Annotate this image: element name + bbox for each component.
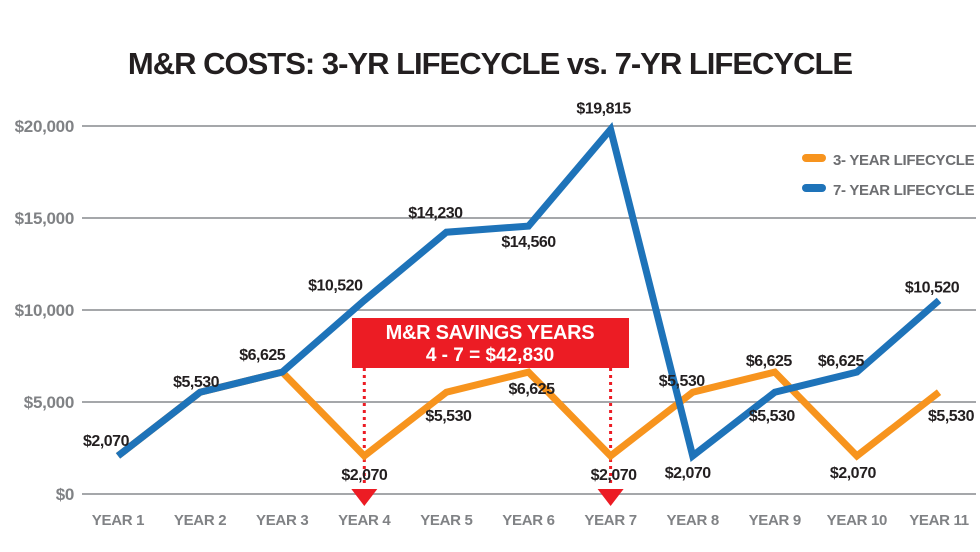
- savings-box: [352, 318, 629, 368]
- data-point-label: $10,520: [308, 277, 363, 294]
- data-point-labels: $2,070 $5,530 $6,625 $2,070 $5,530 $6,625 $2,0…: [83, 100, 975, 484]
- y-tick-label: $5,000: [24, 393, 74, 412]
- series-lines: [115, 121, 942, 462]
- data-point-label: $5,530: [425, 408, 472, 425]
- legend: 3- YEAR LIFECYCLE 7- YEAR LIFECYCLE: [802, 152, 975, 199]
- data-point-label: $14,560: [501, 234, 556, 251]
- chart-title: M&R COSTS: 3-YR LIFECYCLE vs. 7-YR LIFEC…: [128, 46, 853, 81]
- y-tick-label: $15,000: [15, 209, 74, 228]
- x-tick-label: YEAR 5: [420, 512, 472, 529]
- down-arrow-icon: [351, 489, 378, 506]
- savings-annotation-line1: M&R SAVINGS YEARS: [386, 322, 595, 344]
- data-point-label: $2,070: [83, 433, 130, 450]
- data-point-label: $5,530: [659, 373, 706, 390]
- data-point-label: $5,530: [173, 374, 220, 391]
- data-point-label: $2,070: [591, 467, 638, 484]
- data-point-label: $5,530: [749, 408, 796, 425]
- y-axis-labels: $0 $5,000 $10,000 $15,000 $20,000: [15, 117, 75, 504]
- legend-label-7yr: 7- YEAR LIFECYCLE: [833, 182, 975, 199]
- legend-label-3yr: 3- YEAR LIFECYCLE: [833, 152, 975, 169]
- data-point-label: $14,230: [408, 205, 463, 222]
- x-tick-label: YEAR 2: [174, 512, 226, 529]
- data-point-label: $2,070: [341, 467, 388, 484]
- x-tick-label: YEAR 3: [256, 512, 308, 529]
- legend-swatch-7yr: [802, 184, 826, 192]
- x-tick-label: YEAR 4: [338, 512, 391, 529]
- x-tick-label: YEAR 7: [584, 512, 636, 529]
- x-axis-labels: YEAR 1 YEAR 2 YEAR 3 YEAR 4 YEAR 5 YEAR 6 YEAR…: [92, 512, 969, 529]
- x-tick-label: YEAR 1: [92, 512, 144, 529]
- data-point-label: $6,625: [239, 347, 286, 364]
- gridlines: [82, 125, 976, 495]
- y-tick-label: $20,000: [15, 117, 74, 136]
- x-tick-label: YEAR 10: [827, 512, 887, 529]
- y-tick-label: $0: [56, 485, 74, 504]
- x-tick-label: YEAR 11: [909, 512, 969, 529]
- savings-arrow-icons: [351, 489, 624, 506]
- data-point-label: $6,625: [818, 353, 865, 370]
- data-point-label: $5,530: [928, 408, 975, 425]
- data-point-label: $10,520: [905, 279, 960, 296]
- savings-annotation-line2: 4 - 7 = $42,830: [426, 345, 554, 366]
- x-tick-label: YEAR 9: [749, 512, 801, 529]
- legend-swatch-3yr: [802, 154, 826, 162]
- savings-dashed-lines: [362, 368, 613, 487]
- data-point-label: $2,070: [665, 465, 712, 482]
- data-point-label: $19,815: [576, 100, 631, 117]
- y-tick-label: $10,000: [15, 301, 74, 320]
- data-point-label: $6,625: [746, 353, 793, 370]
- savings-annotation: M&R SAVINGS YEARS 4 - 7 = $42,830: [351, 318, 629, 506]
- data-point-label: $2,070: [830, 465, 877, 482]
- x-tick-label: YEAR 8: [667, 512, 719, 529]
- x-tick-label: YEAR 6: [502, 512, 554, 529]
- down-arrow-icon: [597, 489, 624, 506]
- series-line: [115, 121, 942, 462]
- data-point-label: $6,625: [509, 381, 556, 398]
